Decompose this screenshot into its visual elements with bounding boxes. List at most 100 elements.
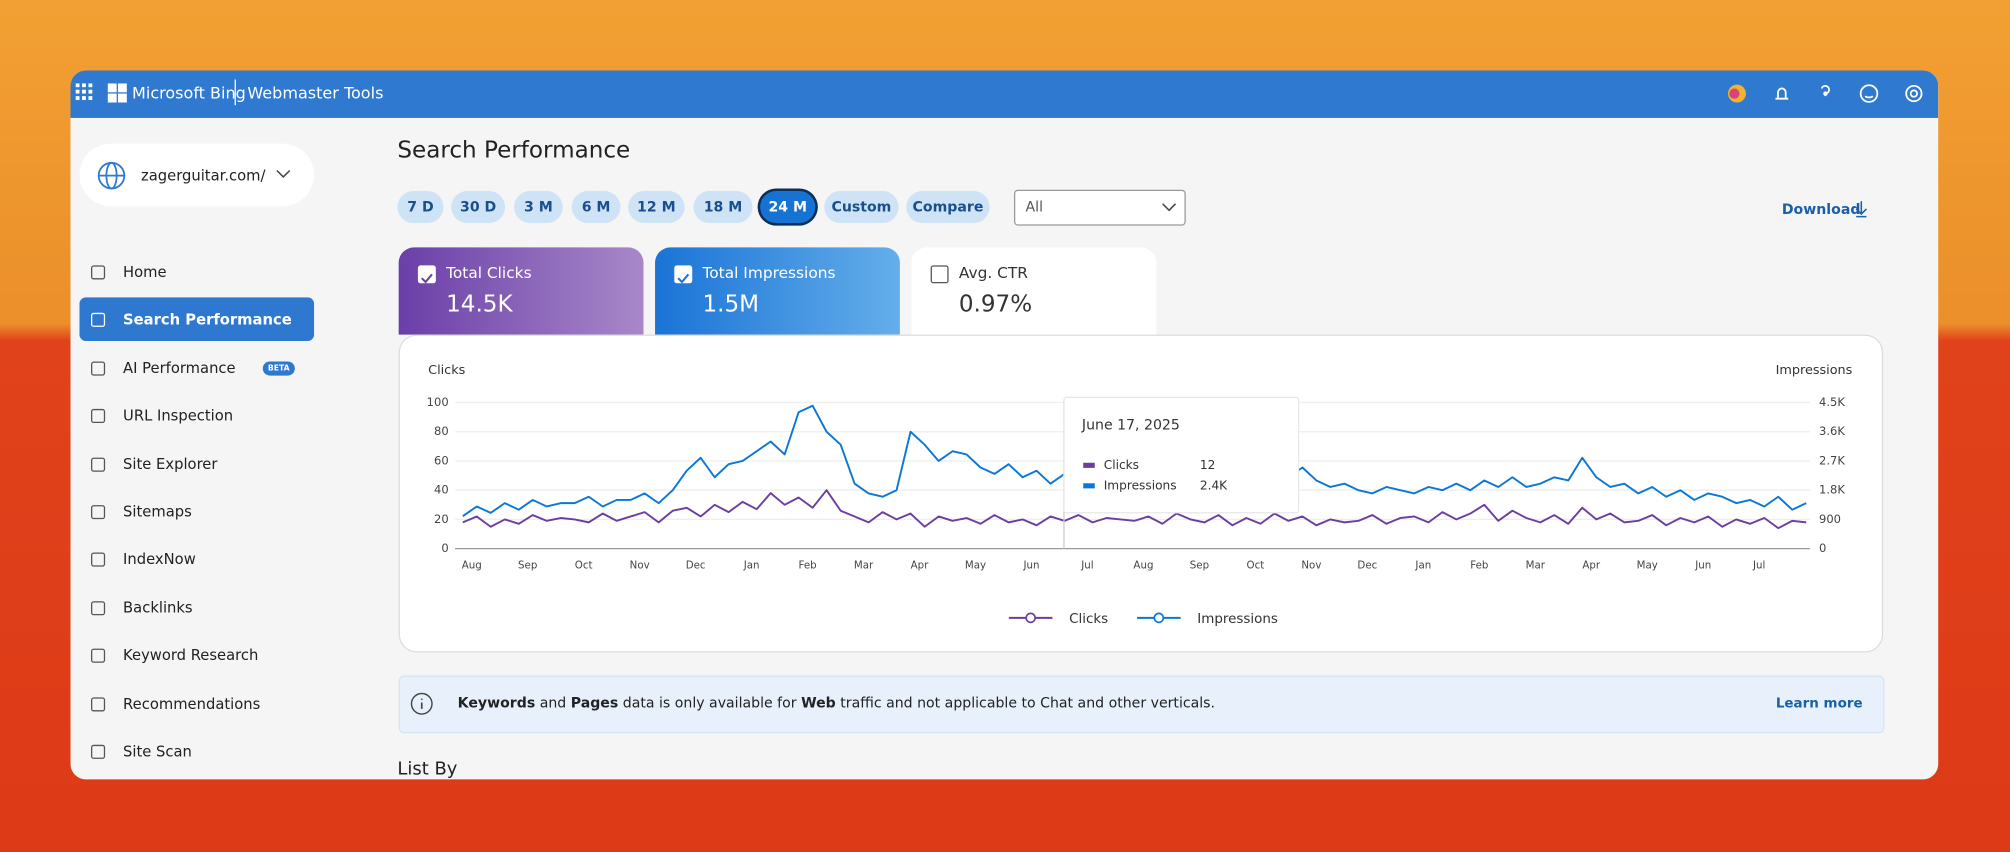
legend-label: Clicks — [1069, 612, 1108, 627]
x-tick-label: Dec — [686, 559, 706, 571]
range-button[interactable]: 24 M — [760, 191, 816, 224]
x-tick-label: Apr — [1582, 559, 1601, 571]
filter-dropdown[interactable]: All — [1013, 189, 1186, 226]
metric-card[interactable]: Total Clicks 14.5K — [398, 247, 644, 335]
y2-tick-label: 1.8K — [1819, 483, 1845, 497]
nav-icon — [91, 600, 106, 616]
nav-active[interactable] — [79, 297, 315, 342]
metric-card[interactable]: Total Impressions 1.5M — [655, 247, 900, 335]
tooltip-name: Impressions — [1104, 478, 1177, 492]
nav-icon — [91, 744, 106, 759]
range-button[interactable]: 3 M — [514, 191, 563, 224]
legend-marker — [1153, 612, 1165, 624]
range-button[interactable]: 7 D — [397, 191, 444, 224]
y-tick-label: 40 — [434, 483, 449, 497]
x-tick-label: Nov — [1301, 559, 1321, 571]
x-tick-label: Sep — [1190, 559, 1209, 571]
nav-item[interactable]: AI Performance — [123, 358, 236, 377]
nav-item[interactable]: Home — [123, 262, 167, 281]
nav-icon — [91, 361, 106, 376]
banner-part: data is only available for — [618, 694, 802, 712]
y2-tick-label: 2.7K — [1819, 453, 1845, 467]
nav-item[interactable]: Backlinks — [123, 598, 193, 617]
banner-part: Web — [801, 694, 836, 712]
legend-label: Impressions — [1197, 612, 1278, 627]
beta-badge: BETA — [262, 361, 295, 376]
series-line — [462, 489, 1807, 530]
nav-icon — [91, 409, 106, 424]
x-tick-label: May — [965, 559, 986, 571]
card-label: Total Clicks — [446, 264, 532, 283]
x-tick-label: Jul — [1080, 559, 1093, 571]
nav-item[interactable]: Keyword Research — [123, 646, 259, 665]
nav-item[interactable]: Search Performance — [123, 310, 292, 329]
nav-icon — [91, 457, 106, 472]
chart: Clicks Impressions 0 20 40 60 80 100 0 900 1.8K 2.7… — [427, 363, 1853, 627]
range-button[interactable]: 30 D — [451, 191, 506, 224]
nav-icon — [91, 552, 106, 568]
legend-marker — [1025, 612, 1036, 624]
header-icons[interactable] — [1724, 82, 1929, 105]
nav-item[interactable]: Recommendations — [123, 694, 261, 713]
range-button[interactable]: Custom — [824, 191, 899, 224]
y2-tick-label: 900 — [1819, 512, 1841, 526]
banner-text: Keywords and Pages data is only availabl… — [458, 695, 1215, 712]
tooltip-value: 2.4K — [1200, 478, 1228, 492]
y2-axis-label: Impressions — [1776, 363, 1853, 378]
window: Microsoft Bing Webmaster Tools zagerguit… — [70, 70, 1939, 780]
range-button[interactable]: 6 M — [571, 191, 621, 224]
globe-icon — [97, 161, 126, 190]
nav-icon — [91, 313, 106, 328]
banner-part: Keywords — [457, 694, 536, 712]
card-value: 1.5M — [702, 290, 760, 318]
x-tick-label: Oct — [1247, 559, 1265, 571]
x-tick-label: Jun — [1022, 559, 1039, 571]
range-button[interactable]: 12 M — [628, 191, 685, 224]
metric-card[interactable]: Avg. CTR 0.97% — [911, 247, 1157, 335]
banner-part: Pages — [570, 694, 619, 712]
page-title: Search Performance — [397, 137, 631, 165]
chevron — [276, 169, 291, 178]
card-checkbox — [674, 265, 693, 284]
x-tick-label: Apr — [911, 559, 930, 571]
range-button[interactable]: Compare — [906, 191, 990, 224]
banner-part: and — [535, 694, 571, 712]
x-tick-label: Mar — [854, 559, 874, 571]
range-button[interactable]: 18 M — [693, 191, 753, 224]
tooltip-swatch — [1083, 483, 1095, 489]
tooltip-box — [1063, 396, 1300, 514]
x-tick-label: Jan — [743, 559, 760, 571]
info-banner: Keywords and Pages data is only availabl… — [398, 675, 1885, 734]
nav-item[interactable]: IndexNow — [123, 550, 196, 569]
x-tick-label: Jun — [1694, 559, 1711, 571]
nav-item[interactable]: Site Scan — [123, 742, 192, 761]
download-link[interactable]: Download — [1781, 201, 1861, 218]
nav-icon — [91, 265, 106, 280]
x-tick-label: Aug — [462, 559, 482, 571]
sidebar: zagerguitar.com/ Home Search Performance A… — [71, 118, 334, 779]
y-tick-label: 80 — [434, 424, 449, 438]
card-label: Avg. CTR — [958, 264, 1028, 283]
x-tick-label: May — [1637, 559, 1658, 571]
x-tick-label: Jan — [1414, 559, 1431, 571]
card-value: 14.5K — [446, 290, 513, 318]
y-axis-label: Clicks — [428, 363, 465, 378]
nav-item[interactable]: Site Explorer — [123, 454, 218, 473]
nav-item[interactable]: URL Inspection — [123, 406, 234, 425]
x-tick-label: Feb — [799, 559, 817, 571]
x-tick-label: Oct — [575, 559, 593, 571]
card-checkbox — [417, 265, 436, 284]
card-value: 0.97% — [958, 290, 1033, 318]
download-icon — [1855, 201, 1867, 218]
y-tick-label: 60 — [434, 453, 449, 467]
tooltip-name: Clicks — [1104, 458, 1139, 472]
learn-more[interactable]: Learn more — [1775, 696, 1863, 712]
product: Webmaster Tools — [247, 83, 384, 103]
tooltip-value: 12 — [1200, 458, 1215, 472]
x-tick-label: Nov — [630, 559, 650, 571]
nav-icon — [91, 648, 106, 663]
nav-icon — [91, 505, 106, 520]
apps-icon[interactable] — [75, 83, 94, 101]
nav-item[interactable]: Sitemaps — [123, 502, 192, 521]
